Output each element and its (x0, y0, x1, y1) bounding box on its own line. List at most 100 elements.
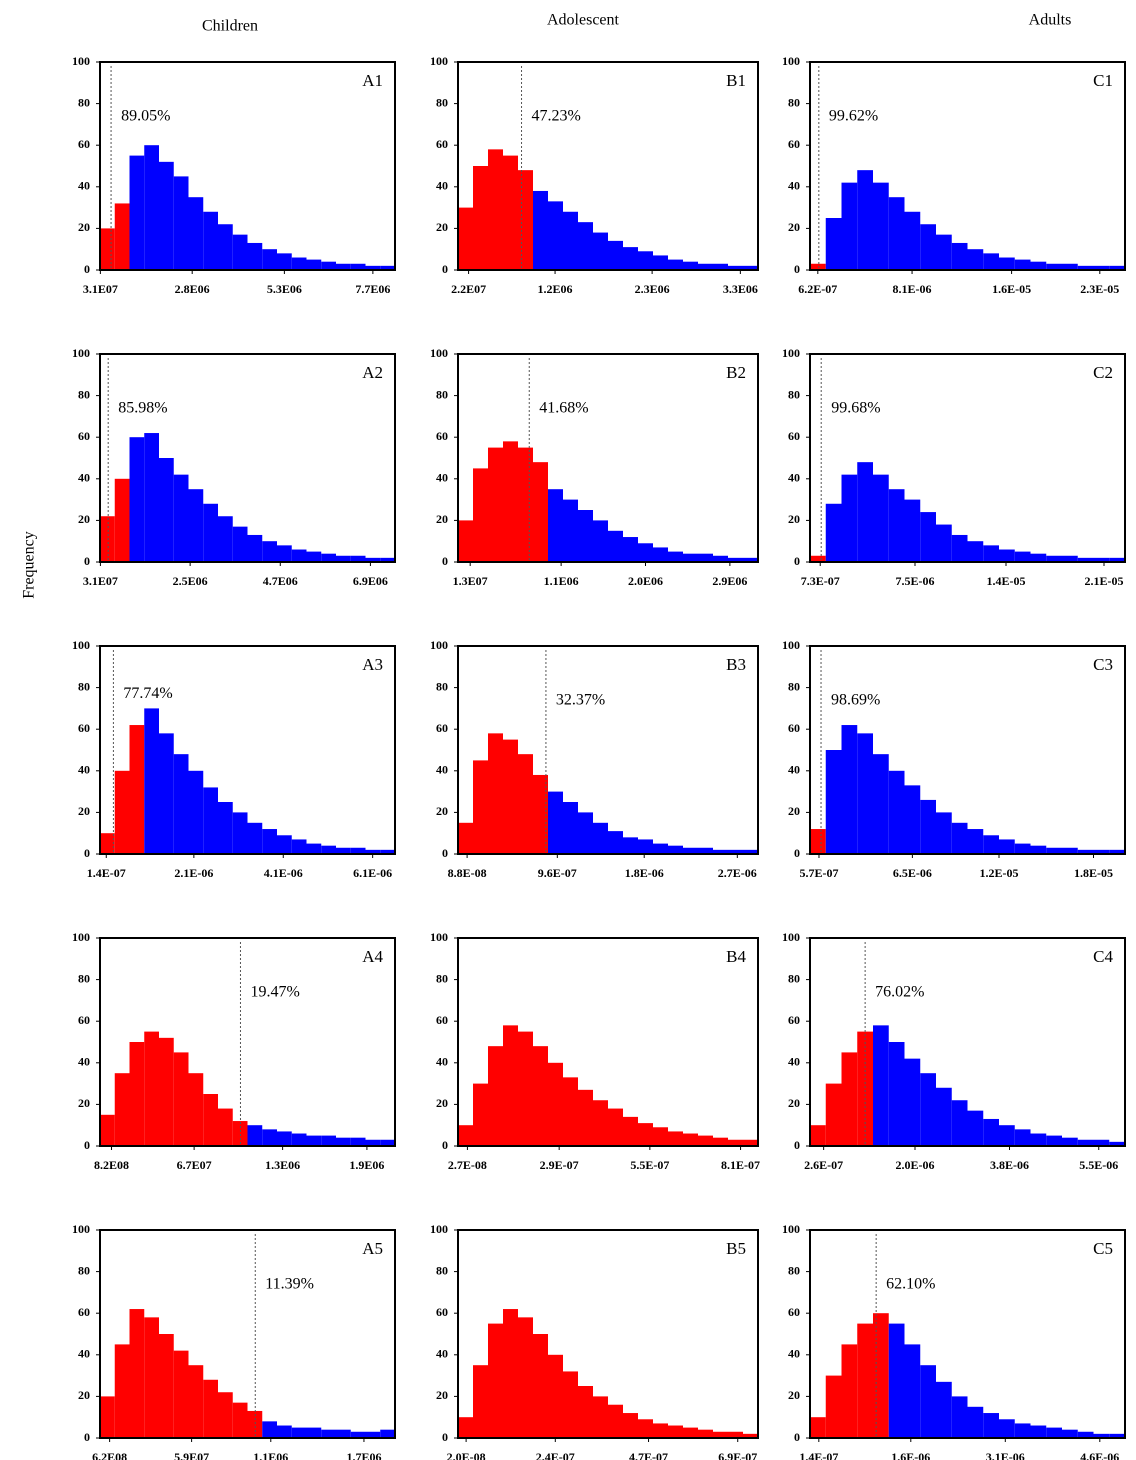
bar (936, 1087, 952, 1146)
bar (623, 1413, 638, 1438)
x-tick-label: 2.9E06 (712, 574, 747, 588)
column-title: Children (202, 18, 258, 35)
bar (218, 1108, 233, 1146)
bar (203, 787, 218, 854)
bar (593, 1396, 608, 1438)
bar (473, 1365, 488, 1438)
bar (173, 176, 189, 270)
bar (608, 1108, 623, 1146)
y-tick-label: 80 (78, 1263, 90, 1277)
bar (728, 849, 743, 854)
bar (904, 1058, 921, 1146)
bar (841, 1344, 858, 1438)
bar (473, 760, 488, 854)
y-tick-label: 40 (436, 471, 448, 485)
bar (1109, 1141, 1125, 1146)
bar (810, 829, 826, 854)
y-tick-label: 20 (436, 220, 448, 234)
y-tick-label: 100 (72, 930, 90, 944)
y-tick-label: 20 (788, 512, 800, 526)
bar (159, 1037, 174, 1146)
annotation: 11.39% (265, 1276, 314, 1293)
bar (683, 847, 698, 854)
y-tick-label: 40 (78, 471, 90, 485)
bar (114, 1344, 130, 1438)
bar (262, 541, 277, 562)
bar (1014, 551, 1031, 562)
bar (203, 1379, 218, 1438)
x-tick-label: 5.5E-06 (1079, 1158, 1118, 1172)
bar (277, 1131, 292, 1146)
bar (262, 249, 277, 270)
y-tick-label: 60 (788, 721, 800, 735)
bar (810, 1417, 826, 1438)
bar (1014, 1423, 1031, 1438)
bar (983, 835, 999, 854)
bar (488, 447, 503, 562)
bar (873, 474, 889, 562)
panel: 0 20 40 60 80 100 7.3E-07 7.5E-06 1.4E-05 2.1E-05… (782, 346, 1126, 588)
bar (841, 474, 858, 562)
bar (518, 447, 533, 562)
bar (810, 263, 826, 270)
bar (100, 1396, 115, 1438)
bar (306, 1135, 322, 1146)
x-tick-label: 8.1E-07 (721, 1158, 760, 1172)
panel: 0 20 40 60 80 100 1.4E-07 2.1E-06 4.1E-06 6.1E-06… (72, 638, 396, 880)
panel-label: B3 (726, 655, 746, 674)
bar (232, 1402, 248, 1438)
bar (365, 1139, 381, 1146)
bar (503, 1309, 518, 1438)
bar (114, 478, 130, 562)
bar (857, 733, 873, 854)
bar (488, 733, 503, 854)
x-tick-label: 8.1E-06 (893, 282, 932, 296)
bar (1030, 845, 1047, 854)
x-tick-label: 2.0E-08 (447, 1450, 486, 1460)
panel-label: A5 (362, 1239, 383, 1258)
y-tick-label: 80 (436, 679, 448, 693)
y-tick-label: 40 (436, 1055, 448, 1069)
bar (983, 253, 999, 270)
y-tick-label: 80 (78, 971, 90, 985)
bar (321, 553, 336, 562)
x-tick-label: 2.0E-06 (896, 1158, 935, 1172)
bar (999, 1125, 1015, 1146)
bar (291, 1427, 307, 1438)
bar (203, 503, 218, 562)
column-title: Adults (1029, 12, 1072, 29)
bar (188, 489, 204, 562)
panel: 0 20 40 60 80 100 2.2E07 1.2E06 2.3E06 3.3E06 B1 47… (430, 54, 759, 296)
bar (1093, 849, 1110, 854)
panel-label: C1 (1093, 71, 1113, 90)
bar (277, 835, 292, 854)
y-tick-label: 80 (788, 679, 800, 693)
y-tick-label: 20 (78, 1096, 90, 1110)
x-tick-label: 2.2E07 (451, 282, 486, 296)
x-tick-label: 2.3E06 (635, 282, 670, 296)
bar (188, 770, 204, 854)
bar (967, 829, 984, 854)
y-tick-label: 60 (788, 429, 800, 443)
column-title: Adolescent (547, 12, 620, 29)
annotation: 99.68% (831, 400, 880, 417)
bar (1030, 1425, 1047, 1438)
bar (593, 822, 608, 854)
bar (291, 549, 307, 562)
bar (129, 155, 145, 270)
bar (100, 1114, 115, 1146)
bar (743, 849, 758, 854)
bar (262, 829, 277, 854)
bar (1062, 1429, 1078, 1438)
bar (683, 1133, 698, 1146)
y-tick-label: 60 (78, 721, 90, 735)
bar (247, 1125, 263, 1146)
y-tick-label: 60 (78, 1305, 90, 1319)
plot-frame (99, 645, 396, 855)
bar (920, 224, 936, 270)
bar (306, 843, 322, 854)
y-tick-label: 60 (436, 429, 448, 443)
bar (683, 1427, 698, 1438)
panel: 0 20 40 60 80 100 8.8E-08 9.6E-07 1.8E-06 2.7E-06… (430, 638, 759, 880)
bar (1109, 265, 1125, 270)
